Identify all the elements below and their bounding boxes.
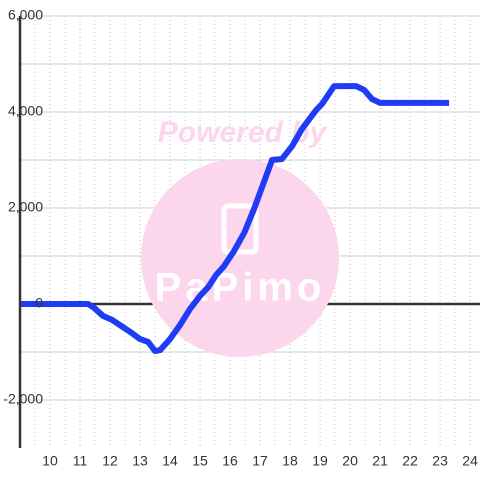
x-tick-label: 15: [192, 453, 208, 469]
x-tick-label: 12: [102, 453, 118, 469]
watermark-logo-icon: [221, 203, 259, 255]
x-tick-label: 16: [222, 453, 238, 469]
plot: [20, 83, 450, 355]
x-tick-label: 14: [162, 453, 178, 469]
y-tick-label: 6,000: [8, 7, 43, 23]
x-tick-label: 10: [42, 453, 58, 469]
y-tick-label: -2,000: [3, 391, 43, 407]
line-series: [20, 83, 450, 355]
x-tick-label: 13: [132, 453, 148, 469]
y-tick-label: 0: [35, 295, 43, 311]
x-tick-label: 11: [73, 453, 88, 469]
x-tick-label: 22: [402, 453, 418, 469]
watermark-logo-circle: [141, 159, 339, 357]
watermark-logo-text: PaPimo: [155, 266, 326, 310]
x-tick-label: 17: [252, 453, 268, 469]
x-tick-label: 21: [372, 453, 388, 469]
y-tick-label: 4,000: [8, 103, 43, 119]
x-tick-label: 19: [312, 453, 328, 469]
x-tick-label: 20: [342, 453, 358, 469]
x-tick-label: 23: [432, 453, 448, 469]
x-tick-label: 24: [462, 453, 478, 469]
y-tick-label: 2,000: [8, 199, 43, 215]
x-tick-label: 18: [282, 453, 298, 469]
